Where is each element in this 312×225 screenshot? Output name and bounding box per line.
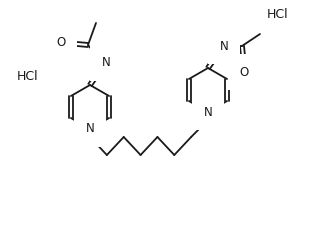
Text: O: O xyxy=(239,65,249,79)
Text: N: N xyxy=(85,122,94,135)
Text: HCl: HCl xyxy=(17,70,39,83)
Text: HCl: HCl xyxy=(267,9,289,22)
Text: N: N xyxy=(204,106,212,119)
Text: N: N xyxy=(220,40,228,52)
Text: O: O xyxy=(56,36,66,50)
Text: N: N xyxy=(102,56,110,70)
